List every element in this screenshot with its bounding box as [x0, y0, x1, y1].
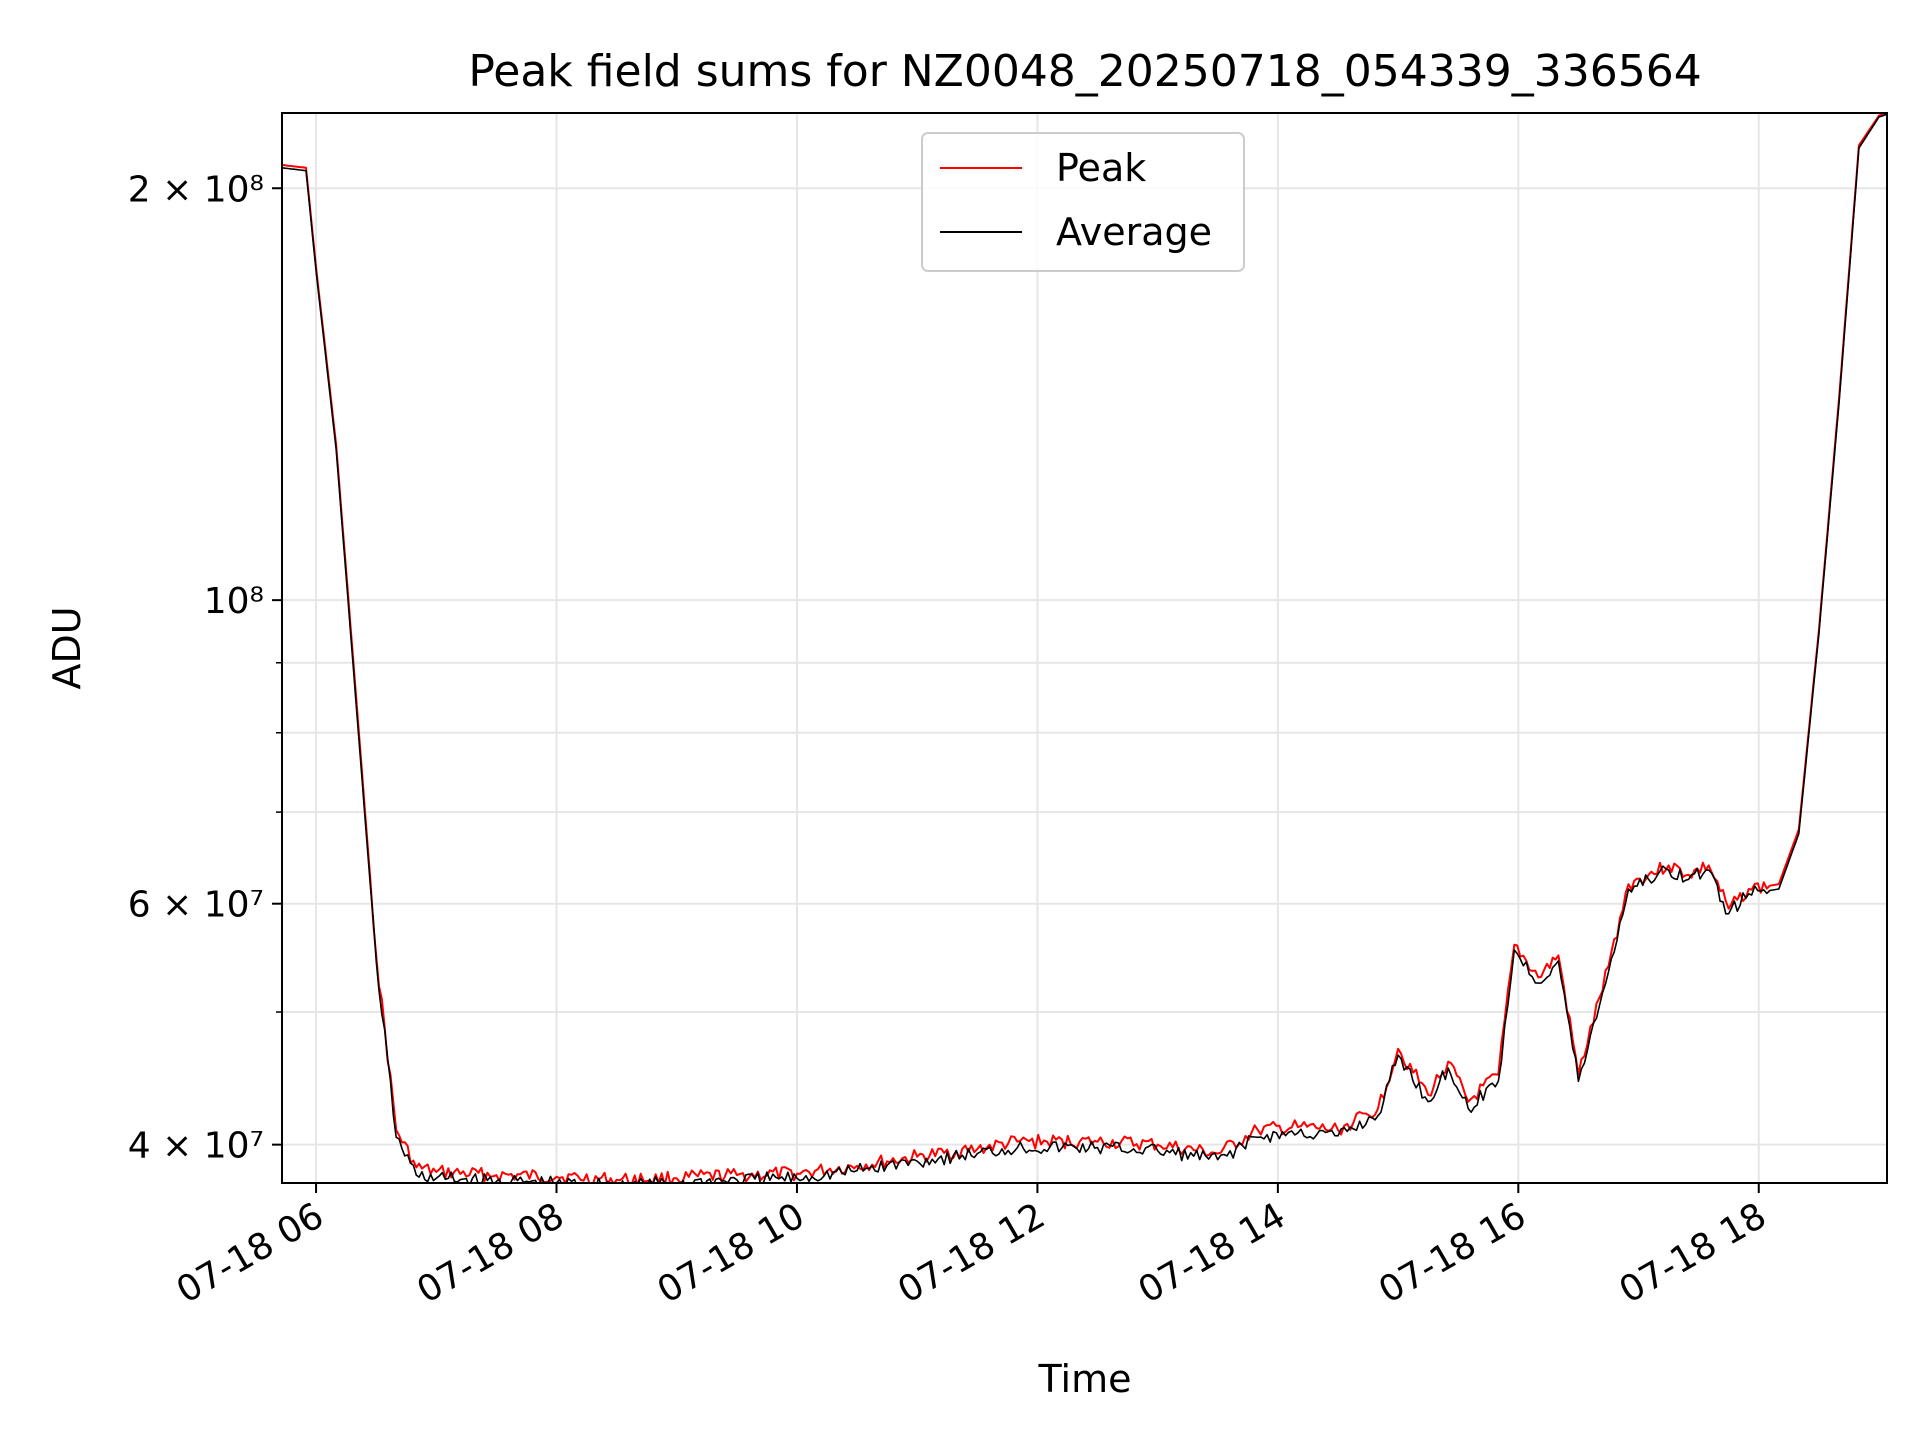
legend: Peak Average	[921, 132, 1245, 272]
series-line-average	[282, 113, 1887, 1183]
plot-frame	[281, 112, 1888, 1184]
grid	[282, 113, 1887, 1183]
x-axis-label: Time	[1038, 1357, 1132, 1401]
y-tick-label: 4 × 10⁷	[128, 1126, 264, 1167]
legend-label-average: Average	[1056, 210, 1212, 254]
y-axis-label: ADU	[45, 606, 89, 689]
y-axis: 4 × 10⁷ 6 × 10⁷ 10⁸ 2 × 10⁸	[128, 169, 282, 1167]
y-tick-label: 6 × 10⁷	[128, 885, 264, 926]
legend-label-peak: Peak	[1056, 146, 1146, 190]
series-layer	[282, 113, 1887, 1183]
chart-title: Peak field sums for NZ0048_20250718_0543…	[468, 46, 1701, 97]
y-tick-label: 10⁸	[204, 581, 264, 622]
series-line-peak	[282, 113, 1887, 1183]
y-tick-label: 2 × 10⁸	[128, 169, 264, 210]
